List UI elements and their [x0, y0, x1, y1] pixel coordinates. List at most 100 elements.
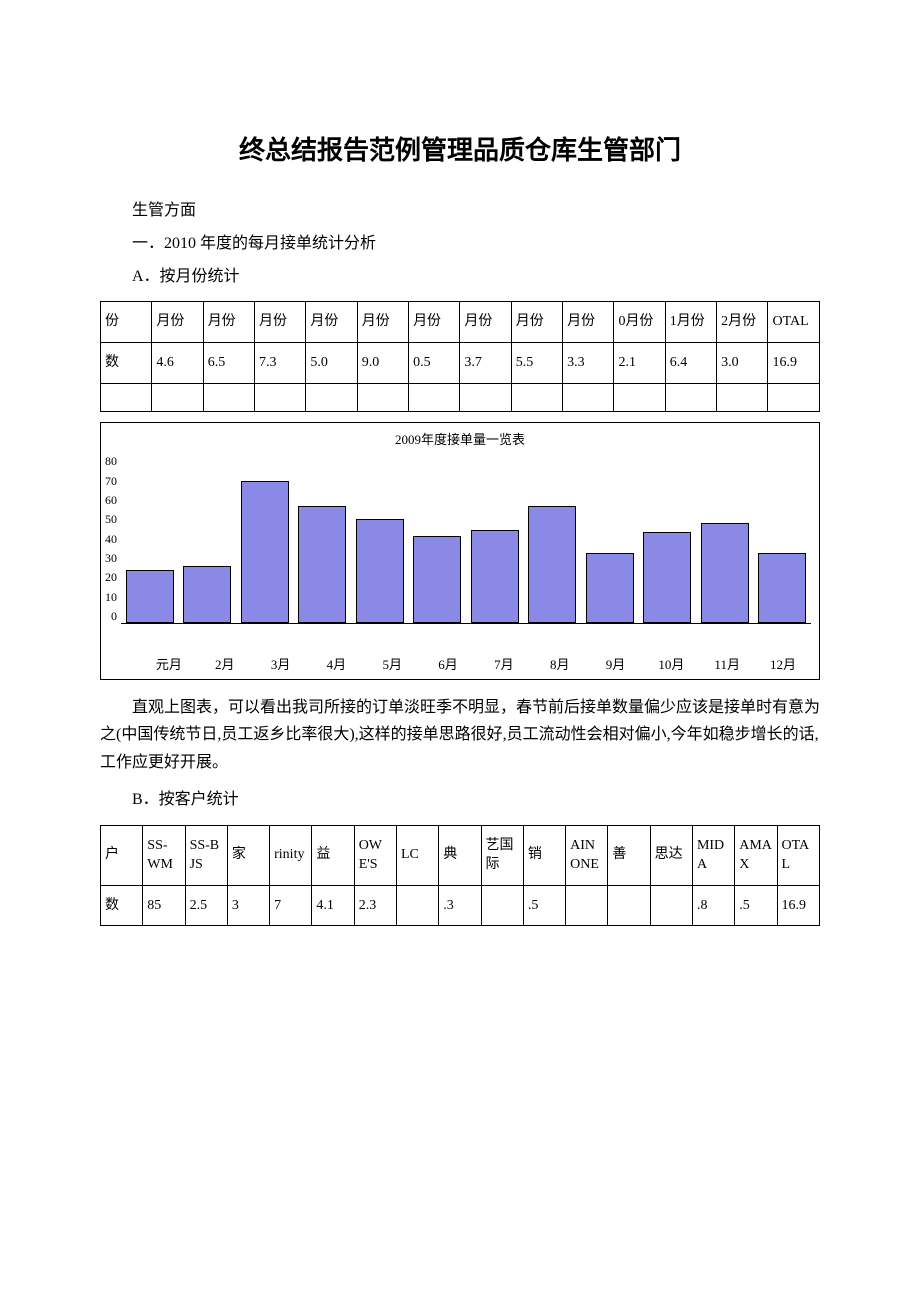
bar-slot: [413, 536, 461, 623]
y-tick-label: 70: [105, 474, 117, 489]
table-cell: 16.9: [777, 885, 820, 926]
table-header-cell: LC: [396, 825, 438, 885]
table-cell: 7.3: [255, 342, 306, 383]
page-title: 终总结报告范例管理品质仓库生管部门: [100, 130, 820, 167]
y-tick-label: 10: [105, 590, 117, 605]
table-cell: [608, 885, 650, 926]
table-cell: .8: [692, 885, 734, 926]
x-tick-label: 8月: [532, 654, 588, 673]
bar-slot: [126, 570, 174, 623]
table-header-cell: 月份: [511, 302, 562, 343]
table-header-cell: 0月份: [614, 302, 665, 343]
y-tick-label: 40: [105, 532, 117, 547]
table-cell: 6.4: [665, 342, 716, 383]
section-sub1: 一．2010 年度的每月接单统计分析: [100, 230, 820, 259]
table-cell: [665, 383, 716, 412]
month-table: 份月份月份月份月份月份月份月份月份月份0月份1月份2月份OTAL数4.66.57…: [100, 301, 820, 412]
bar-slot: [471, 530, 519, 624]
section-heading: 生管方面: [100, 197, 820, 226]
chart-title: 2009年度接单量一览表: [101, 423, 819, 450]
table-cell: [306, 383, 357, 412]
table-header-cell: AMAX: [735, 825, 777, 885]
table-header-cell: 月份: [306, 302, 357, 343]
table-header-cell: SS-WM: [143, 825, 185, 885]
y-tick-label: 30: [105, 551, 117, 566]
table-cell: [255, 383, 306, 412]
x-tick-label: 5月: [364, 654, 420, 673]
x-tick-label: 6月: [420, 654, 476, 673]
table-cell: [511, 383, 562, 412]
x-tick-label: 2月: [197, 654, 253, 673]
bar-slot: [183, 566, 231, 623]
table-header-cell: OWE'S: [354, 825, 396, 885]
table-header-cell: 典: [439, 825, 481, 885]
y-tick-label: 0: [111, 609, 117, 624]
bar-slot: [701, 523, 749, 623]
bar-slot: [241, 481, 289, 623]
table-header-cell: AINONE: [566, 825, 608, 885]
bar-slot: [643, 532, 691, 623]
table-cell: 2.3: [354, 885, 396, 926]
table-header-cell: 月份: [409, 302, 460, 343]
bar: [586, 553, 634, 623]
table-header-cell: 艺国际: [481, 825, 523, 885]
bar: [413, 536, 461, 623]
table-cell: 4.6: [152, 342, 203, 383]
table-cell: [203, 383, 254, 412]
table-cell: 4.1: [312, 885, 354, 926]
table-cell: [357, 383, 408, 412]
bar-slot: [356, 519, 404, 623]
table-cell: 3.0: [717, 342, 768, 383]
bar: [528, 506, 576, 623]
table-cell: [481, 885, 523, 926]
bar: [126, 570, 174, 623]
table-header-cell: OTAL: [768, 302, 820, 343]
table-header-cell: 思达: [650, 825, 692, 885]
table-cell: .5: [735, 885, 777, 926]
table-cell: 2.5: [185, 885, 227, 926]
table-cell: [101, 383, 152, 412]
table-cell: [152, 383, 203, 412]
table-cell: 5.0: [306, 342, 357, 383]
x-tick-label: 7月: [476, 654, 532, 673]
customer-table: 户SS-WMSS-BJS家rinity益OWE'SLC典艺国际销AINONE善思…: [100, 825, 820, 927]
x-tick-label: 11月: [699, 654, 755, 673]
x-tick-label: 9月: [588, 654, 644, 673]
table-cell: 9.0: [357, 342, 408, 383]
section-sub1b: B．按客户统计: [100, 786, 820, 815]
chart-x-axis: 元月2月3月4月5月6月7月8月9月10月11月12月: [101, 650, 819, 679]
table-header-cell: MIDA: [692, 825, 734, 885]
x-tick-label: 4月: [308, 654, 364, 673]
table-cell: [460, 383, 511, 412]
bar-slot: [298, 506, 346, 623]
y-tick-label: 60: [105, 493, 117, 508]
table-cell: 16.9: [768, 342, 820, 383]
table-cell: 7: [270, 885, 312, 926]
x-tick-label: 12月: [755, 654, 811, 673]
bar: [471, 530, 519, 624]
table-cell: 5.5: [511, 342, 562, 383]
chart-plot: [121, 450, 811, 624]
y-tick-label: 20: [105, 570, 117, 585]
bar: [183, 566, 231, 623]
table-header-cell: 1月份: [665, 302, 716, 343]
table-header-cell: 月份: [460, 302, 511, 343]
table-cell: [563, 383, 614, 412]
table-cell: [650, 885, 692, 926]
bar-slot: [758, 553, 806, 623]
body-paragraph: 直观上图表，可以看出我司所接的订单淡旺季不明显，春节前后接单数量偏少应该是接单时…: [100, 694, 820, 776]
y-tick-label: 80: [105, 454, 117, 469]
table-header-cell: SS-BJS: [185, 825, 227, 885]
bar-chart: 2009年度接单量一览表 80706050403020100 元月2月3月4月5…: [100, 422, 820, 680]
table-header-cell: rinity: [270, 825, 312, 885]
table-header-cell: 销: [523, 825, 565, 885]
section-sub1a: A．按月份统计: [100, 263, 820, 292]
table-cell: 2.1: [614, 342, 665, 383]
table-cell: [409, 383, 460, 412]
table-header-cell: 家: [227, 825, 269, 885]
bar-slot: [586, 553, 634, 623]
table-header-cell: 善: [608, 825, 650, 885]
bar: [758, 553, 806, 623]
table-cell: 3.7: [460, 342, 511, 383]
table-cell: 3: [227, 885, 269, 926]
